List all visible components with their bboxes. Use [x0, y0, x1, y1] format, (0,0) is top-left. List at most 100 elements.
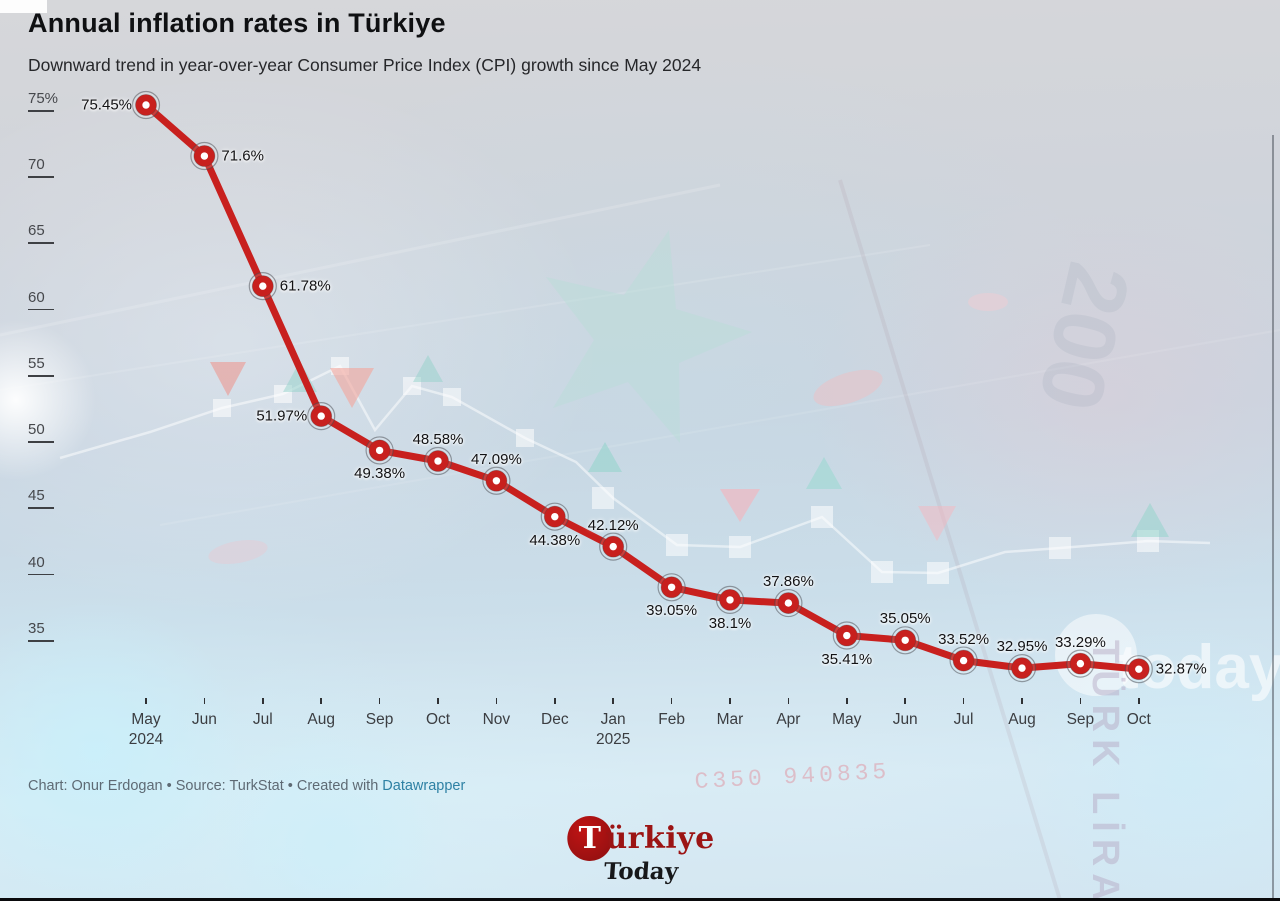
x-axis-label: May [832, 711, 862, 728]
x-axis-label: Nov [482, 711, 511, 728]
x-axis-tick [320, 698, 322, 704]
x-axis-tick [962, 698, 965, 704]
triangle-down-icon [720, 489, 760, 522]
point-value-label: 35.41% [821, 650, 873, 668]
x-axis-label: Feb [658, 711, 685, 728]
cyan-glow-bottom-center [210, 725, 450, 901]
light-streak [0, 244, 931, 391]
data-point-center [843, 631, 851, 640]
cyan-glow-bottom-left [0, 600, 245, 900]
x-axis-label: Jun [191, 711, 217, 728]
y-axis-tick: 35 [28, 620, 54, 642]
point-value-label: 32.87% [1155, 660, 1207, 678]
y-axis-tick: 40 [28, 554, 54, 576]
data-point-center [259, 282, 267, 290]
x-axis-label: Apr [776, 711, 801, 728]
x-axis-tick [262, 698, 264, 704]
logo-t-badge: T [567, 816, 613, 861]
point-value-label: 47.09% [470, 450, 522, 468]
inflation-line [142, 101, 1143, 673]
data-point-center [784, 599, 793, 607]
logo-sub-text: Today [602, 858, 680, 885]
today-watermark-badge [1055, 614, 1137, 696]
point-value-label: 39.05% [646, 602, 698, 620]
data-point-center [609, 542, 617, 551]
x-axis-tick [554, 698, 556, 704]
bottom-border [0, 897, 1280, 901]
y-axis-tick: 60 [28, 289, 54, 311]
x-axis-label: Dec [541, 711, 569, 728]
pink-blur-blob [968, 293, 1008, 311]
page-title: Annual inflation rates in Türkiye [28, 8, 446, 38]
x-axis-label: Mar [716, 711, 744, 728]
x-axis-label: Aug [307, 711, 335, 728]
x-axis-tick [846, 698, 848, 704]
point-value-label: 49.38% [354, 465, 406, 483]
x-axis-tick [612, 698, 614, 704]
banknote-fold-line [838, 179, 1062, 901]
x-axis-tick [904, 698, 906, 704]
data-point-center [901, 636, 909, 644]
y-axis-tick: 50 [28, 421, 54, 443]
data-point-center [200, 152, 209, 160]
datawrapper-link[interactable]: Datawrapper [382, 778, 466, 794]
lens-flare-glow [0, 320, 96, 480]
flag-star-shape [546, 230, 752, 443]
x-axis-tick [1138, 698, 1140, 704]
chart-subtitle: Downward trend in year-over-year Consume… [28, 55, 702, 75]
triangle-up-icon [413, 355, 443, 382]
point-value-label: 33.29% [1054, 633, 1106, 651]
light-streak [159, 329, 1280, 526]
data-point-center [959, 656, 968, 665]
data-point-center [317, 412, 325, 420]
y-axis-tick: 70 [28, 156, 54, 178]
pink-blur-blob [813, 369, 883, 407]
point-value-label: 44.38% [529, 531, 581, 549]
background-chart-markers [213, 357, 1159, 584]
x-axis-label: Jun [892, 711, 918, 728]
point-value-label: 61.78% [279, 277, 331, 295]
x-axis-label: Jan 2025 [595, 711, 631, 748]
triangle-down-icon [330, 368, 374, 408]
turkiye-today-logo: T ürkiye Today [567, 816, 714, 885]
x-axis-label: Sep [365, 711, 394, 728]
point-value-label: 32.95% [996, 638, 1048, 656]
data-point-center [142, 101, 150, 109]
data-point-center [492, 477, 501, 485]
data-point-center [1076, 659, 1085, 668]
point-value-label: 38.1% [708, 614, 752, 632]
triangle-up-icon [1131, 503, 1169, 537]
data-point-center [1018, 664, 1026, 672]
triangle-down-icon [210, 362, 246, 396]
point-value-label: 42.12% [587, 516, 639, 534]
x-axis-label: May 2024 [128, 711, 164, 748]
x-axis-label: Oct [1126, 711, 1151, 728]
point-value-label: 37.86% [762, 573, 814, 591]
triangle-down-icon [918, 506, 956, 541]
data-point-center [1135, 665, 1143, 673]
logo-main-text: ürkiye [605, 821, 715, 856]
point-value-label: 75.45% [81, 96, 132, 114]
point-value-label: 35.05% [879, 610, 931, 628]
photo-edge-line [1272, 135, 1274, 898]
x-axis-tick [378, 698, 381, 704]
point-value-label: 48.58% [412, 431, 464, 449]
x-axis-tick [145, 698, 147, 704]
y-axis-tick: 55 [28, 355, 54, 377]
y-axis-tick: 45 [28, 487, 54, 510]
data-point-center [667, 583, 676, 591]
x-axis-label: Oct [425, 711, 451, 728]
x-axis-label: Jul [953, 711, 974, 728]
triangle-up-icon [588, 442, 622, 472]
corner-box [0, 0, 47, 13]
credit-line: Chart: Onur Erdogan • Source: TurkStat •… [28, 778, 465, 794]
data-point-center [726, 596, 734, 604]
x-axis-tick [670, 698, 673, 704]
triangle-up-icon [806, 457, 842, 489]
point-value-label: 51.97% [256, 407, 308, 425]
x-axis-tick [203, 698, 206, 704]
x-axis-label: Sep [1066, 711, 1095, 728]
turk-lirasi-text: TÜRK LİRASI [1084, 640, 1127, 901]
logo-wordmark: T ürkiye [567, 816, 714, 861]
